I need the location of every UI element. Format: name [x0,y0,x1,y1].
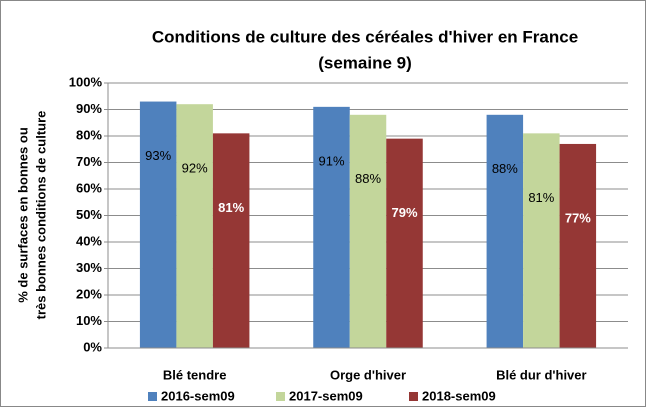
bar [212,133,250,348]
data-label: 88% [492,161,518,176]
y-tick-label: 70% [76,154,102,169]
legend-label: 2018-sem09 [422,388,496,403]
legend-swatch [148,392,157,401]
legend-label: 2016-sem09 [161,388,235,403]
legend-swatch [276,392,285,401]
data-label: 92% [182,161,208,176]
data-label: 79% [391,205,417,220]
y-tick-label: 80% [76,127,102,142]
bar [559,143,597,348]
legend-label: 2017-sem09 [289,388,363,403]
data-label: 93% [145,148,171,163]
x-tick-label: Blé dur d'hiver [496,367,587,382]
chart-subtitle: (semaine 9) [318,53,412,72]
y-tick-label: 60% [76,180,102,195]
legend-swatch [409,392,418,401]
data-label: 88% [355,171,381,186]
y-axis-label: % de surfaces en bonnes ou [15,127,30,303]
y-tick-label: 50% [76,207,102,222]
bar [349,114,387,348]
data-label: 91% [318,153,344,168]
data-label: 81% [528,190,554,205]
y-tick-label: 40% [76,233,102,248]
data-label: 77% [565,210,591,225]
data-label: 81% [218,200,244,215]
x-tick-label: Orge d'hiver [330,367,406,382]
y-axis-label: très bonnes conditions de culture [33,111,48,320]
x-tick-label: Blé tendre [163,367,227,382]
y-tick-label: 20% [76,286,102,301]
bar [386,138,423,348]
y-tick-label: 90% [76,101,102,116]
chart-title: Conditions de culture des céréales d'hiv… [152,27,578,46]
bar [176,104,213,348]
y-tick-label: 30% [76,260,102,275]
bar [313,106,350,348]
bar [523,133,560,348]
y-tick-label: 100% [69,74,103,89]
y-tick-label: 0% [83,339,102,354]
bar [139,101,177,348]
bar [486,114,524,348]
y-tick-label: 10% [76,313,102,328]
